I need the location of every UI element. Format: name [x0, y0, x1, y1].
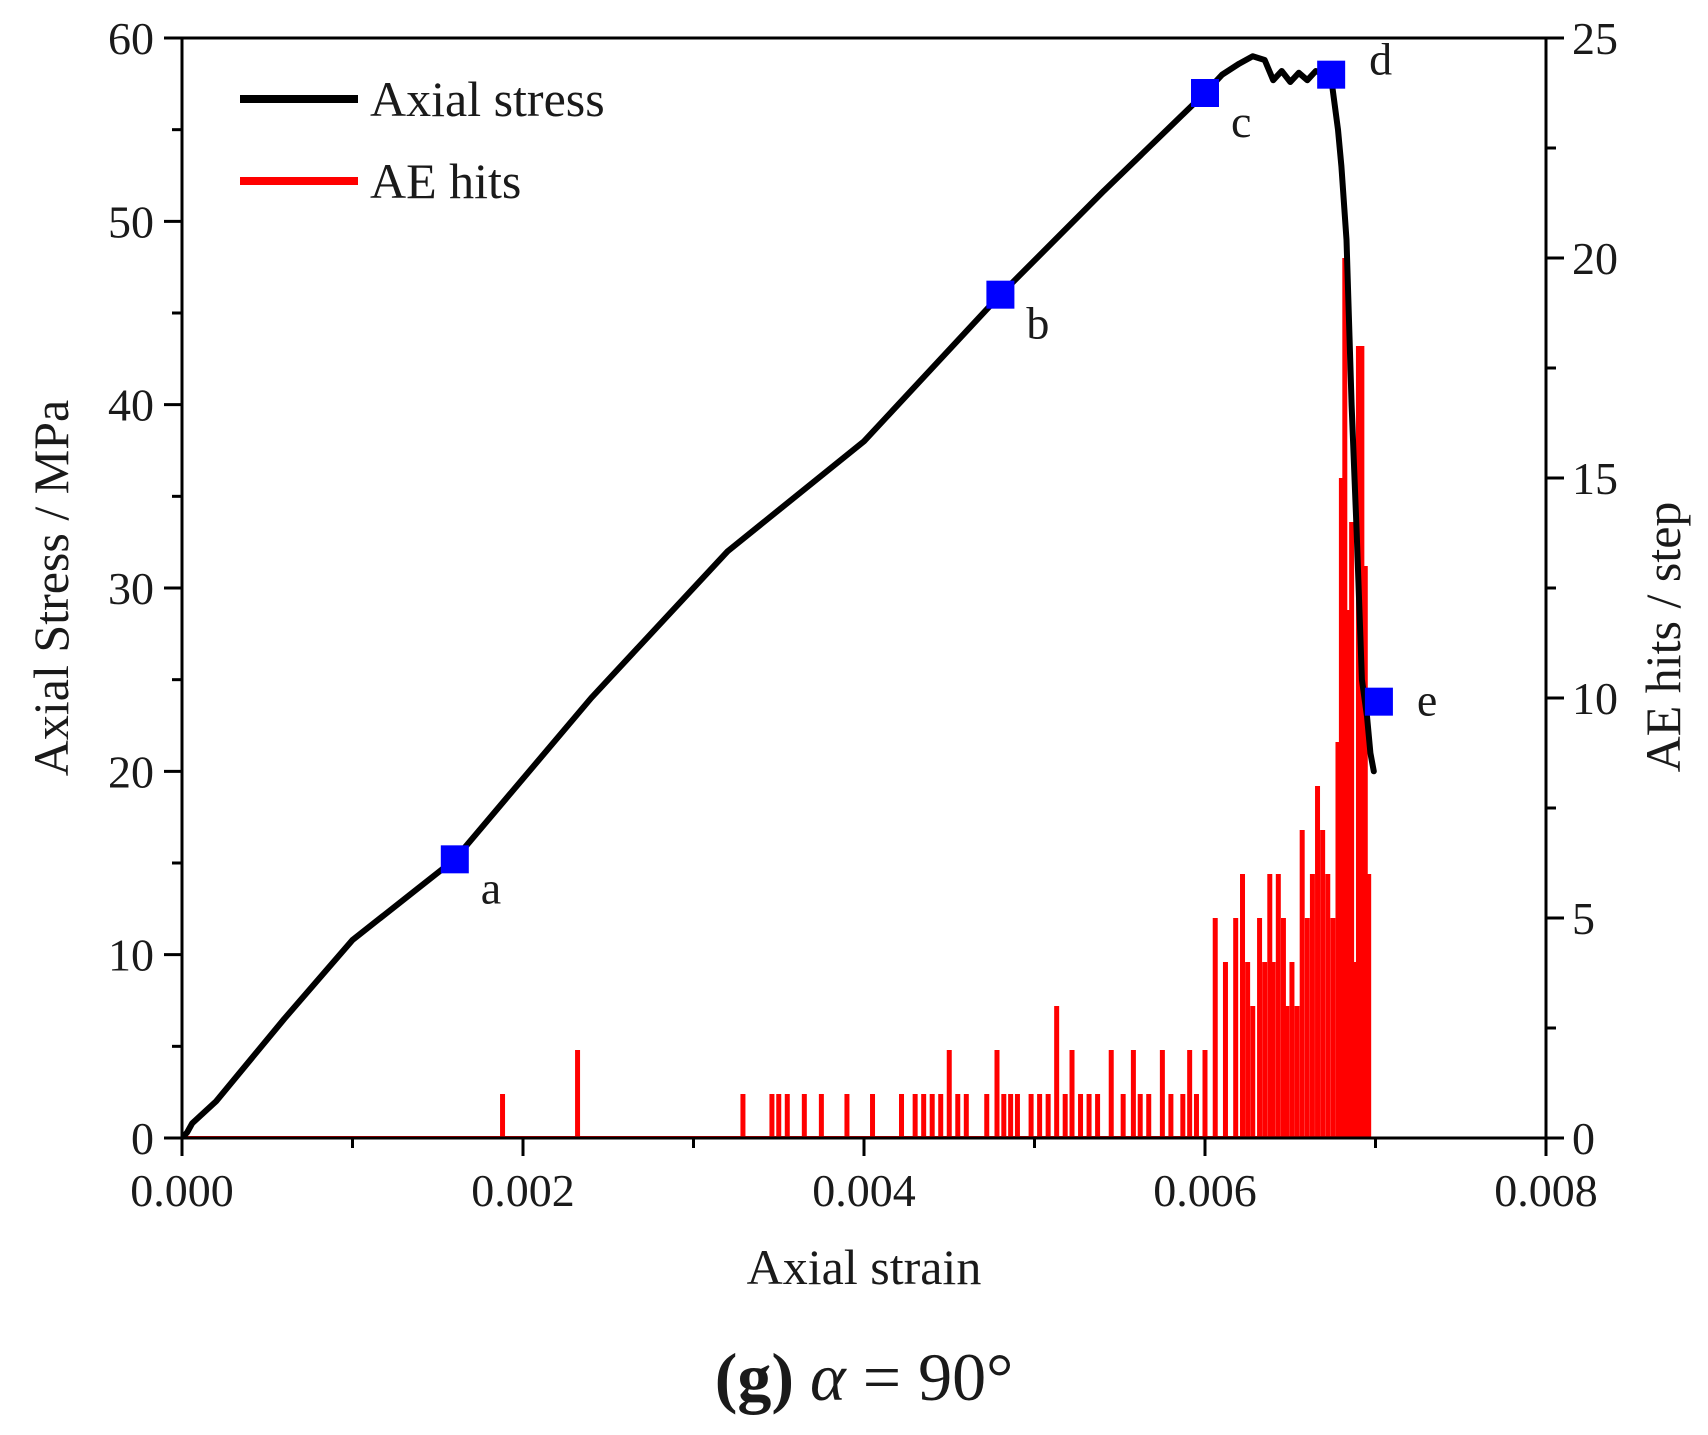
point-label-b: b	[1026, 298, 1049, 349]
point-marker-d	[1317, 60, 1346, 89]
x-axis: 0.000 0.002 0.004 0.006 0.008	[130, 1138, 1598, 1216]
axial-stress-series	[182, 53, 1377, 1138]
point-label-d: d	[1369, 34, 1392, 85]
caption-letter: (g)	[715, 1339, 794, 1415]
y-tick-label: 50	[108, 196, 154, 247]
state-points: a b c d e	[440, 34, 1437, 913]
caption-symbol: α	[810, 1339, 847, 1415]
y-tick-label: 0	[131, 1113, 154, 1164]
ae-hits-series	[182, 258, 1372, 1138]
caption-value: = 90°	[846, 1339, 1014, 1415]
y-tick-label: 10	[108, 930, 154, 981]
x-tick-label: 0.006	[1153, 1165, 1257, 1216]
x-axis-title: Axial strain	[747, 1239, 982, 1295]
point-marker-c	[1191, 79, 1219, 107]
y-axis-right: 0 5 10 15 20 25	[1546, 13, 1618, 1164]
point-marker-b	[986, 280, 1015, 309]
y-tick-label: 40	[108, 380, 154, 431]
x-tick-label: 0.002	[471, 1165, 575, 1216]
axial-stress-line	[182, 53, 1377, 1138]
point-label-e: e	[1417, 675, 1437, 726]
point-label-c: c	[1231, 96, 1251, 147]
legend: Axial stress AE hits	[240, 71, 605, 209]
figure-caption: (g) α = 90°	[715, 1339, 1014, 1415]
point-marker-a	[440, 845, 469, 874]
legend-stress-label: Axial stress	[370, 71, 605, 127]
y2-axis-title: AE hits / step	[1635, 502, 1691, 773]
y-axis-left: 0 10 20 30 40 50 60	[108, 13, 182, 1164]
y-axis-title: Axial Stress / MPa	[23, 400, 79, 776]
x-tick-label: 0.004	[812, 1165, 916, 1216]
y-tick-label: 30	[108, 563, 154, 614]
y2-tick-label: 5	[1572, 893, 1595, 944]
legend-ae-label: AE hits	[370, 153, 521, 209]
y-tick-label: 20	[108, 746, 154, 797]
y2-tick-label: 25	[1572, 13, 1618, 64]
y2-tick-label: 15	[1572, 453, 1618, 504]
y2-tick-label: 20	[1572, 233, 1618, 284]
y-tick-label: 60	[108, 13, 154, 64]
point-label-a: a	[481, 862, 501, 913]
y2-tick-label: 10	[1572, 673, 1618, 724]
point-marker-e	[1364, 687, 1393, 716]
y2-tick-label: 0	[1572, 1113, 1595, 1164]
x-tick-label: 0.000	[130, 1165, 234, 1216]
x-tick-label: 0.008	[1494, 1165, 1598, 1216]
